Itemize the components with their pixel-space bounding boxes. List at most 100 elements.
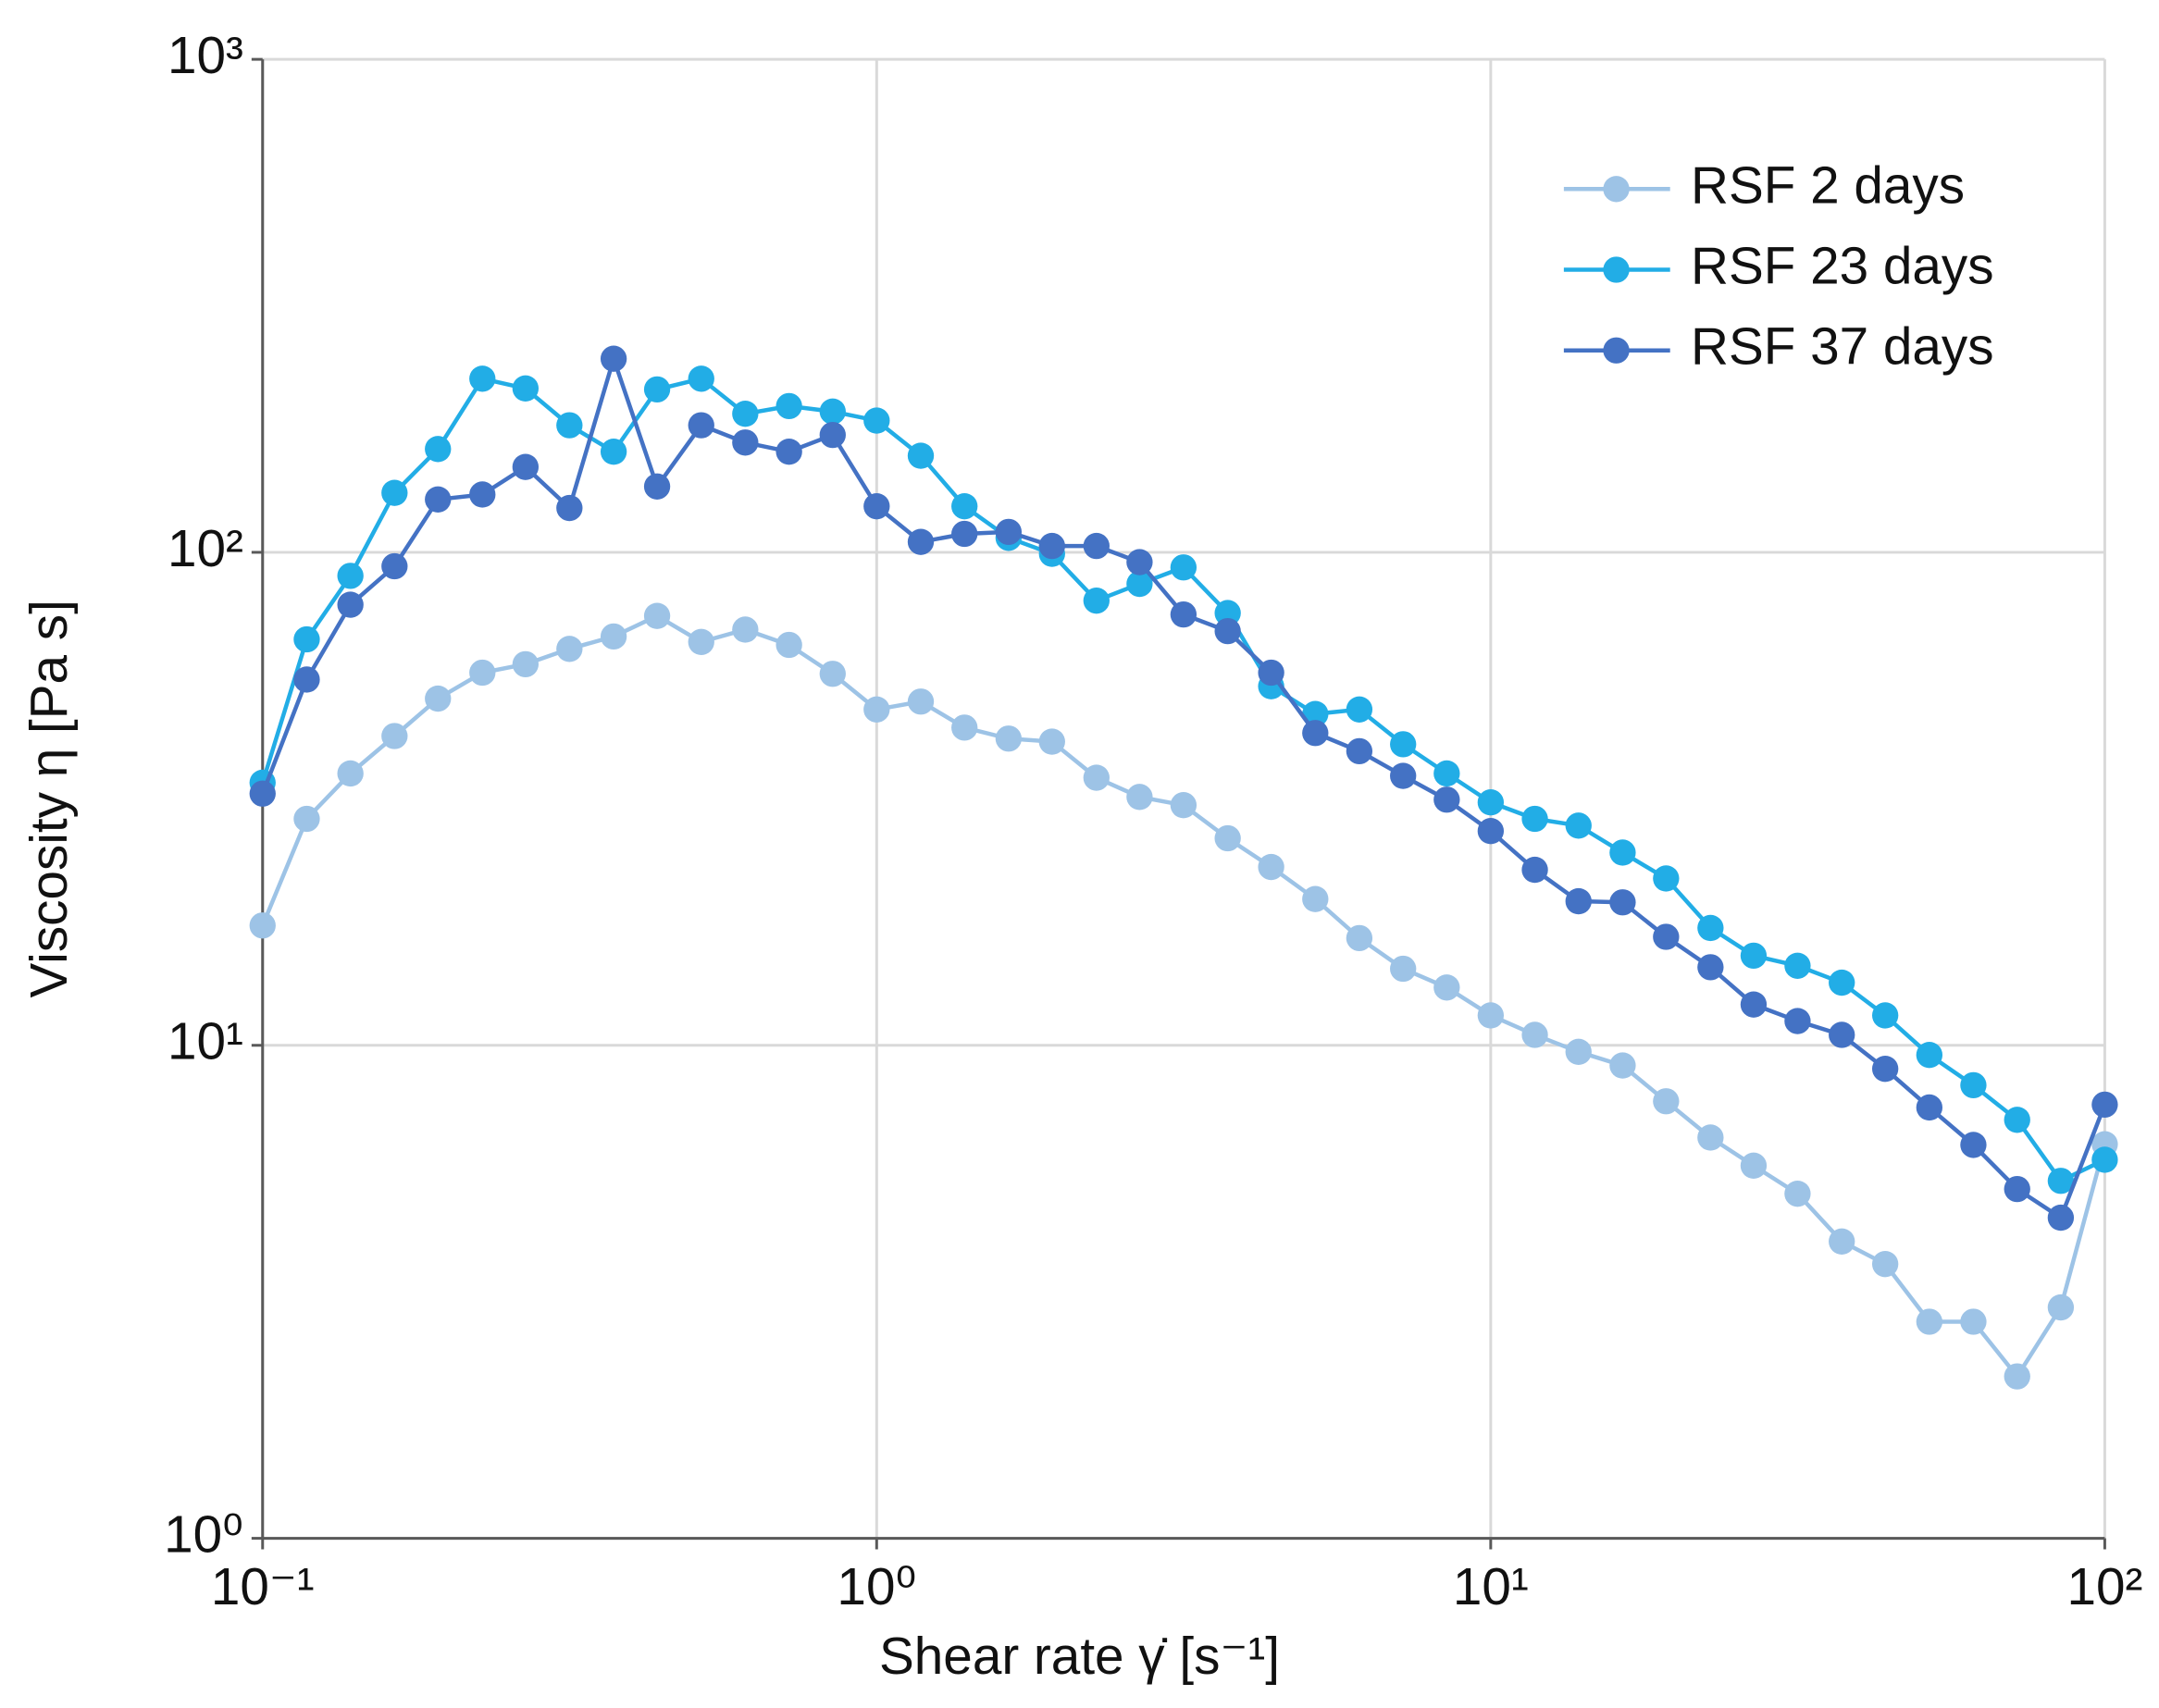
legend-label: RSF 23 days	[1691, 237, 1994, 295]
data-point	[556, 636, 583, 662]
data-point	[1916, 1308, 1943, 1335]
data-point	[1214, 824, 1241, 852]
data-point	[951, 520, 978, 548]
data-point	[1126, 570, 1153, 598]
data-point	[1960, 1308, 1987, 1335]
data-point	[1697, 914, 1724, 942]
data-point	[600, 439, 627, 465]
data-point	[600, 345, 627, 372]
data-point	[2004, 1363, 2030, 1390]
data-point	[1433, 786, 1460, 813]
legend-marker	[1603, 337, 1630, 364]
data-point	[951, 492, 978, 520]
data-point	[2004, 1107, 2030, 1133]
data-point	[688, 412, 714, 439]
x-axis-title: Shear rate γ̇ [s⁻¹]	[879, 1628, 1280, 1686]
data-point	[1740, 991, 1768, 1018]
data-point	[1170, 792, 1197, 819]
data-point	[1609, 889, 1636, 916]
data-point	[1038, 728, 1065, 755]
data-point	[556, 494, 583, 522]
data-point	[1170, 600, 1197, 628]
data-point	[1697, 954, 1724, 981]
data-point	[600, 623, 627, 650]
data-point	[1916, 1094, 1943, 1121]
data-point	[1829, 1228, 1855, 1255]
data-point	[776, 392, 802, 420]
data-point	[1916, 1042, 1943, 1069]
data-point	[1960, 1132, 1987, 1158]
data-point	[819, 421, 846, 449]
data-point	[863, 407, 890, 434]
data-point	[381, 479, 408, 506]
legend-marker	[1603, 256, 1630, 283]
data-point	[732, 401, 759, 427]
data-point	[1653, 1088, 1680, 1115]
data-point	[643, 473, 671, 500]
data-point	[1083, 587, 1110, 614]
data-point	[1740, 942, 1768, 970]
x-tick-label: 10²	[2066, 1558, 2142, 1616]
data-point	[688, 628, 714, 655]
data-point	[643, 376, 671, 403]
data-point	[249, 780, 276, 807]
data-point	[293, 666, 320, 693]
data-point	[732, 429, 759, 456]
data-point	[1653, 865, 1680, 892]
data-point	[1871, 1002, 1899, 1029]
data-point	[1871, 1251, 1899, 1278]
data-point	[1829, 1021, 1855, 1048]
data-point	[1433, 974, 1460, 1001]
data-point	[1302, 720, 1329, 747]
data-point	[1433, 760, 1460, 787]
data-point	[863, 492, 890, 520]
y-tick-label: 10¹	[168, 1013, 243, 1071]
x-tick-label: 10⁰	[837, 1558, 916, 1616]
data-point	[2091, 1091, 2118, 1119]
data-point	[1740, 1152, 1768, 1180]
data-point	[1565, 887, 1592, 915]
data-point	[1258, 853, 1284, 881]
data-point	[469, 659, 496, 687]
data-point	[512, 650, 540, 678]
data-point	[337, 591, 364, 618]
data-point	[776, 631, 802, 659]
data-point	[1960, 1071, 1987, 1099]
data-point	[1784, 1008, 1811, 1034]
data-point	[1477, 789, 1505, 816]
data-point	[776, 439, 802, 465]
data-point	[2047, 1168, 2075, 1194]
data-point	[1346, 696, 1373, 723]
data-point	[1390, 731, 1417, 758]
data-point	[381, 723, 408, 749]
data-point	[512, 453, 540, 480]
data-point	[907, 688, 935, 715]
data-point	[469, 481, 496, 508]
data-point	[2091, 1146, 2118, 1173]
data-point	[1302, 700, 1329, 727]
data-point	[1609, 839, 1636, 866]
data-point	[425, 436, 452, 463]
data-point	[1871, 1056, 1899, 1083]
y-tick-label: 10³	[168, 27, 243, 85]
data-point	[1302, 885, 1329, 912]
y-axis-title: Viscosity η [Pa s]	[20, 600, 79, 997]
data-point	[1126, 784, 1153, 811]
data-point	[556, 412, 583, 439]
data-point	[995, 518, 1023, 546]
data-point	[643, 602, 671, 629]
series-line	[260, 352, 2107, 1221]
data-point	[1346, 924, 1373, 952]
data-point	[293, 805, 320, 833]
data-point	[1214, 600, 1241, 626]
data-point	[1477, 818, 1505, 845]
data-point	[995, 725, 1023, 752]
data-point	[863, 696, 890, 723]
series-line	[260, 613, 2107, 1380]
data-point	[337, 760, 364, 787]
data-point	[2004, 1175, 2030, 1203]
data-point	[1697, 1124, 1724, 1151]
data-point	[469, 365, 496, 392]
data-point	[2047, 1204, 2075, 1231]
data-point	[1126, 549, 1153, 576]
